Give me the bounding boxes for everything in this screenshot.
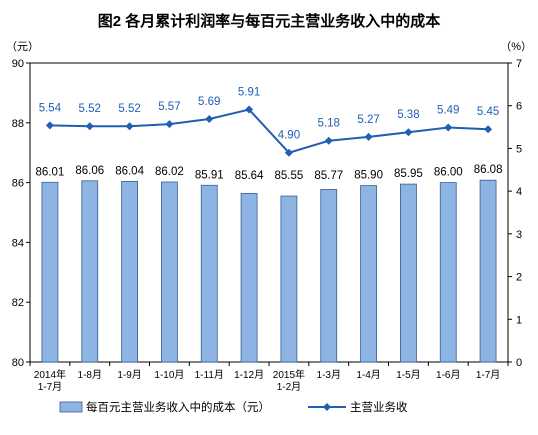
x-tick-label: 1-6月 xyxy=(436,369,460,381)
bar-value-label: 85.64 xyxy=(235,170,264,182)
axes: 80 82 84 86 88 90 0 1 2 3 4 5 6 7 xyxy=(12,58,522,369)
line-value-label: 5.69 xyxy=(198,96,220,108)
line-value-label: 5.57 xyxy=(158,101,180,113)
x-tick-label: 2015年 xyxy=(273,368,305,381)
line-value-label: 5.52 xyxy=(79,103,101,115)
bar-value-label: 85.55 xyxy=(275,170,304,182)
x-tick-label: 1-8月 xyxy=(78,369,102,381)
bar xyxy=(320,189,338,363)
line-value-label: 5.38 xyxy=(397,109,419,121)
bar-value-label: 85.91 xyxy=(195,169,224,181)
bar-value-label: 86.06 xyxy=(75,165,104,177)
right-tick-label: 4 xyxy=(516,186,522,198)
bar xyxy=(81,180,99,363)
x-tick-label: 1-9月 xyxy=(117,369,141,381)
left-tick-label: 88 xyxy=(12,118,24,130)
bar xyxy=(439,182,457,363)
bar-value-label: 86.04 xyxy=(115,165,144,177)
x-tick-label: 1-11月 xyxy=(195,369,224,381)
x-tick-label: 1-3月 xyxy=(317,369,341,381)
bar-value-label: 85.95 xyxy=(394,168,423,180)
left-tick-label: 84 xyxy=(12,237,24,249)
right-tick-label: 2 xyxy=(516,272,522,284)
left-tick-label: 80 xyxy=(12,357,24,369)
line-point xyxy=(444,123,453,132)
legend-line-marker xyxy=(323,403,331,411)
bar xyxy=(400,183,417,363)
line-point xyxy=(284,148,293,157)
x-tick-label: 1-12月 xyxy=(234,369,264,381)
bar-value-label: 86.00 xyxy=(434,167,463,179)
left-tick-label: 86 xyxy=(12,178,24,190)
line-point xyxy=(484,125,493,134)
bar-value-label: 86.02 xyxy=(155,166,184,178)
right-tick-label: 5 xyxy=(516,143,522,155)
bar xyxy=(41,181,59,363)
legend-line-label: 主营业务收 xyxy=(350,400,408,414)
right-tick-label: 3 xyxy=(516,229,522,241)
data-labels: 86.01 86.06 86.04 86.02 85.91 85.64 85.55 85.77… xyxy=(36,87,503,182)
bar xyxy=(121,181,138,363)
line-value-label: 5.91 xyxy=(238,87,260,99)
right-tick-label: 6 xyxy=(516,101,522,113)
right-tick-label: 1 xyxy=(516,314,522,326)
x-tick-label: 1-7月 xyxy=(476,369,500,381)
x-tick-label: 2014年 xyxy=(34,368,66,381)
line-value-label: 5.18 xyxy=(318,118,340,130)
bar xyxy=(240,192,258,363)
bar-value-label: 86.01 xyxy=(36,166,65,178)
right-tick-label: 0 xyxy=(516,357,522,369)
line-point xyxy=(324,136,333,145)
x-tick-label: 1-2月 xyxy=(277,381,301,393)
chart-title: 图2 各月累计利润率与每百元主营业务收入中的成本 xyxy=(98,12,441,30)
right-tick-label: 7 xyxy=(516,58,522,70)
bar xyxy=(479,179,497,363)
right-axis-unit: （%） xyxy=(500,40,532,53)
line-point xyxy=(85,122,94,131)
line-point xyxy=(364,132,373,141)
x-tick-label: 1-7月 xyxy=(38,381,62,393)
line-value-label: 5.45 xyxy=(477,106,499,118)
bar-value-label: 86.08 xyxy=(474,164,503,176)
bar-value-label: 85.90 xyxy=(354,170,383,182)
x-tick-label: 1-5月 xyxy=(396,369,420,381)
line-series xyxy=(45,105,493,157)
left-tick-label: 82 xyxy=(12,297,24,309)
x-tick-label: 1-10月 xyxy=(154,369,184,381)
legend: 每百元主营业务收入中的成本（元） 主营业务收 xyxy=(59,400,408,414)
line-point xyxy=(245,105,254,114)
legend-bar-label: 每百元主营业务收入中的成本（元） xyxy=(86,400,270,414)
line-value-label: 5.27 xyxy=(357,114,379,126)
x-tick-label: 1-4月 xyxy=(356,369,380,381)
line-path xyxy=(49,108,489,154)
line-point xyxy=(45,121,54,130)
left-tick-label: 90 xyxy=(12,58,24,70)
line-point xyxy=(165,120,174,129)
line-value-label: 5.52 xyxy=(118,103,140,115)
line-point xyxy=(205,114,214,123)
line-value-label: 5.54 xyxy=(39,102,62,114)
line-point xyxy=(125,122,134,131)
bar xyxy=(161,181,178,363)
line-point xyxy=(404,128,413,137)
left-axis-unit: （元） xyxy=(6,40,39,53)
bar-value-label: 85.77 xyxy=(314,170,343,182)
bar-series xyxy=(41,179,497,363)
bar xyxy=(280,195,298,363)
line-value-label: 4.90 xyxy=(278,130,300,142)
bar xyxy=(200,184,218,363)
legend-bar-swatch xyxy=(59,401,83,413)
bar xyxy=(360,185,377,363)
line-value-label: 5.49 xyxy=(437,104,459,116)
